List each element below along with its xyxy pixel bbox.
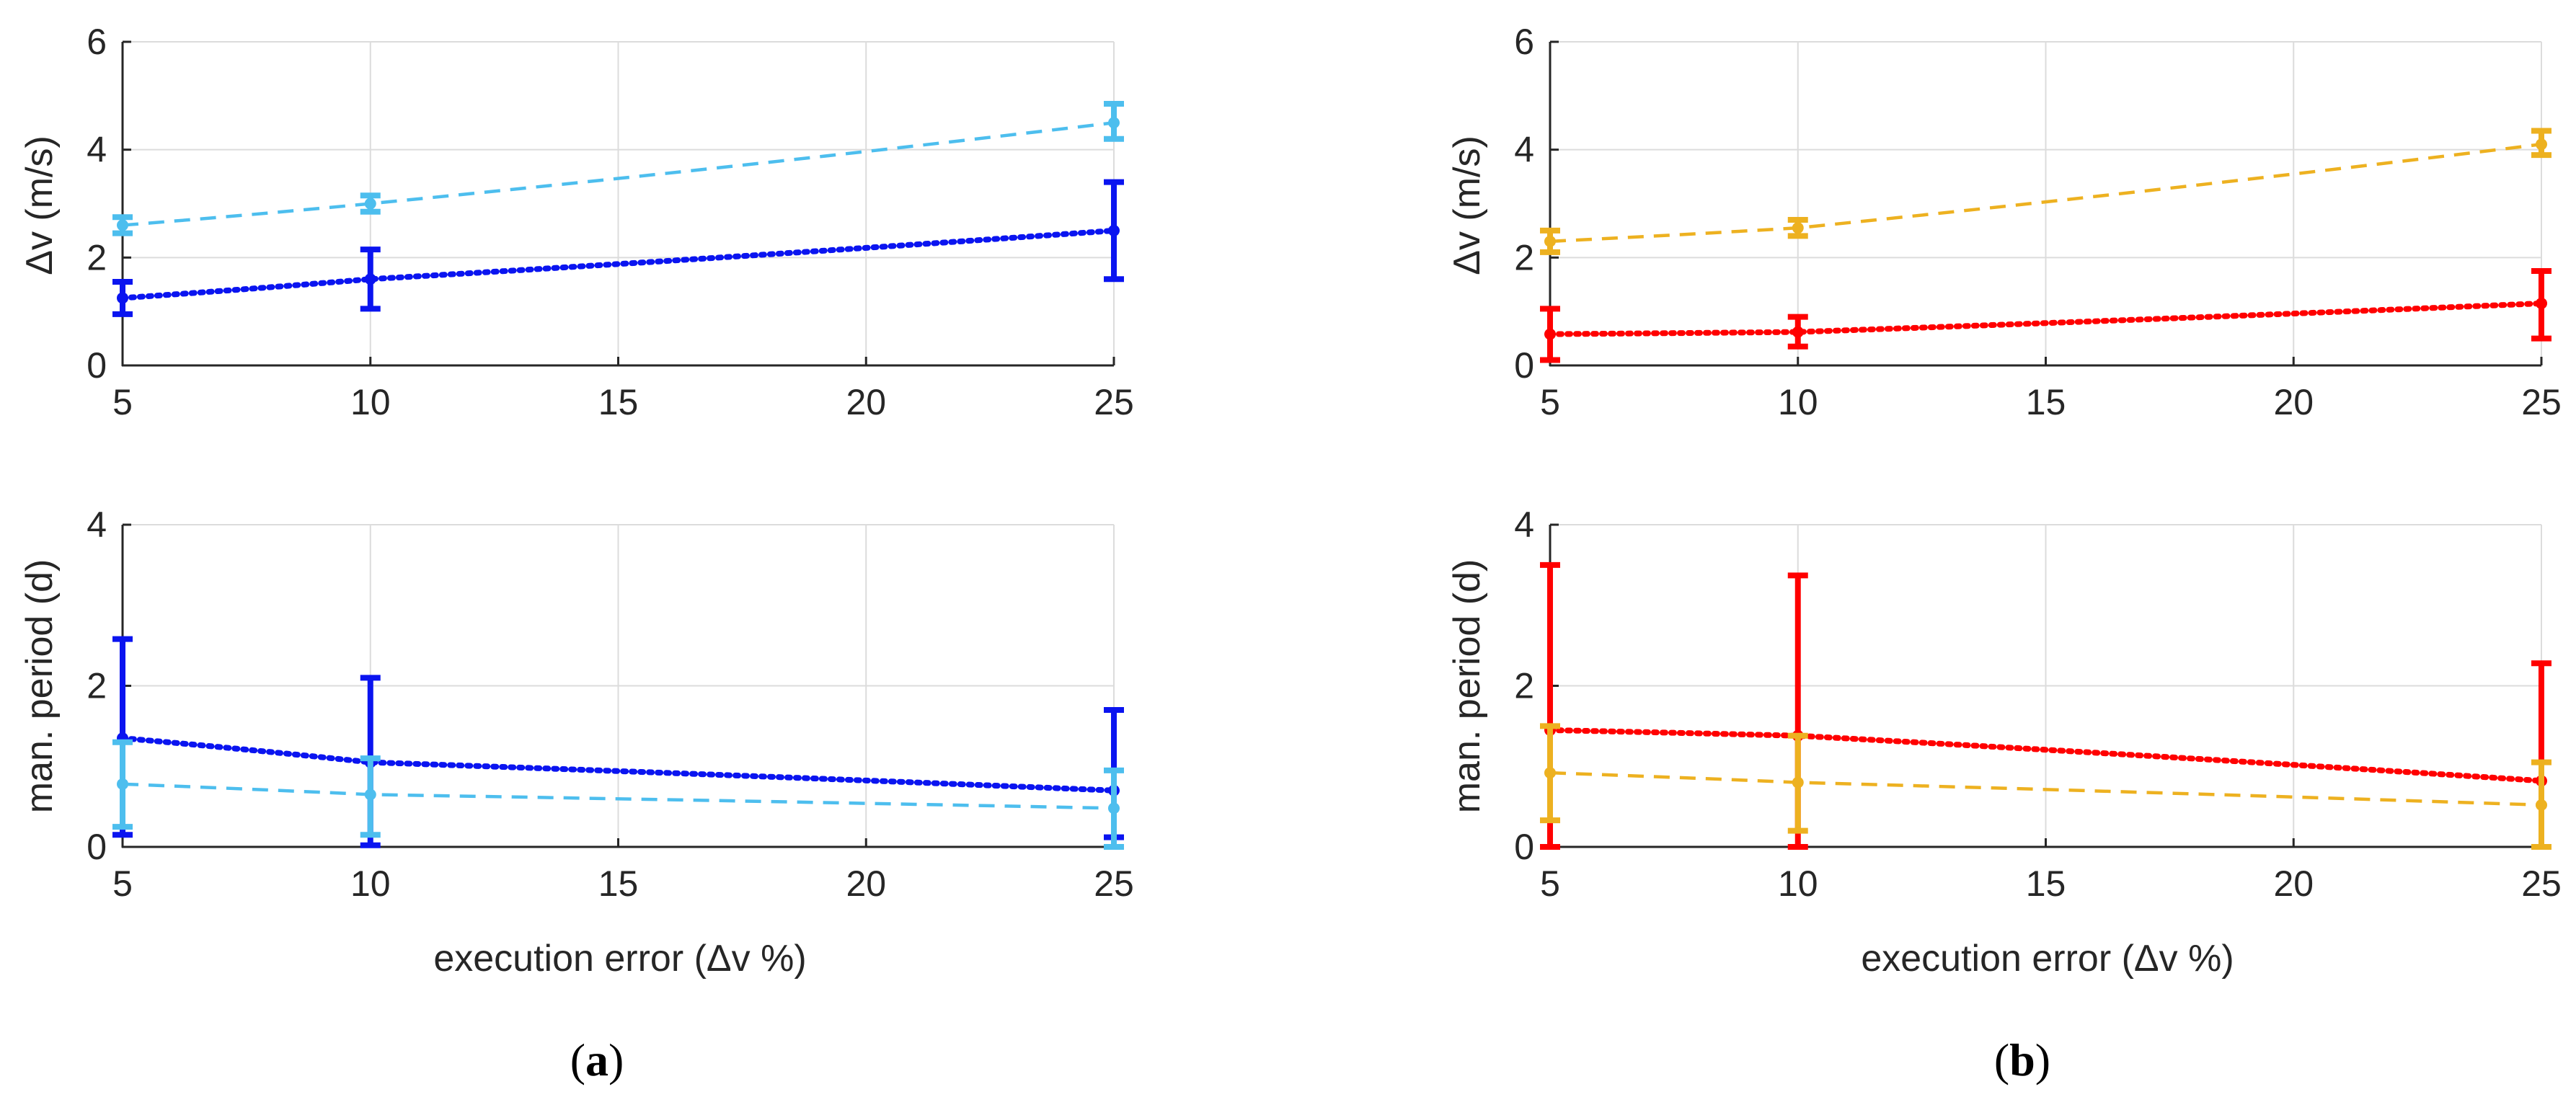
y-tick-label: 0	[87, 345, 107, 386]
series-line	[120, 735, 1117, 794]
y-tick-label: 2	[87, 237, 107, 277]
data-point	[364, 273, 376, 285]
data-point	[1108, 117, 1120, 129]
series-line	[120, 227, 1117, 301]
y-tick-label: 0	[1514, 345, 1534, 386]
x-tick-label: 10	[1778, 863, 1818, 904]
x-tick-label: 20	[846, 382, 886, 422]
y-tick-label: 6	[1514, 22, 1534, 62]
x-tick-label: 15	[598, 382, 639, 422]
chart-b-top: Δv (m/s) 5 10 15 20 25 0 2 4 6	[1446, 22, 2562, 422]
x-tick-label: 10	[350, 382, 391, 422]
chart-a-top: Δv (m/s) 5 10 15 20 25 0 2 4 6	[19, 22, 1134, 422]
y-tick-label: 2	[1514, 666, 1534, 706]
series-line	[1547, 300, 2544, 337]
y-axis-label: Δv (m/s)	[19, 136, 61, 275]
data-point	[117, 292, 128, 304]
chart-a-bottom: man. period (d) execution error (Δv %) 5…	[19, 505, 1134, 980]
series-orange	[1540, 723, 2551, 850]
x-tick-label: 15	[2026, 863, 2066, 904]
data-point	[1108, 224, 1120, 236]
data-point	[2536, 138, 2547, 151]
series-line	[1549, 770, 2542, 807]
series-orange	[1540, 128, 2551, 255]
series-dark-blue	[112, 179, 1124, 317]
chart-b-bottom: man. period (d) execution error (Δv %) 5…	[1446, 505, 2562, 980]
x-tick-label: 15	[2026, 382, 2066, 422]
x-tick-label: 5	[112, 382, 133, 422]
x-tick-label: 25	[1094, 382, 1134, 422]
series-light-blue	[112, 101, 1124, 236]
y-tick-label: 6	[87, 22, 107, 62]
data-point	[2536, 297, 2547, 309]
x-tick-label: 20	[2273, 382, 2314, 422]
data-point	[1792, 776, 1804, 789]
grid	[122, 41, 1115, 366]
y-tick-label: 4	[1514, 505, 1534, 545]
y-tick-label: 0	[1514, 827, 1534, 867]
x-tick-label: 20	[2273, 863, 2314, 904]
data-point	[1544, 235, 1556, 247]
x-tick-label: 25	[1094, 863, 1134, 904]
y-tick-label: 4	[87, 505, 107, 545]
x-tick-label: 25	[2521, 382, 2562, 422]
data-point	[117, 778, 128, 790]
x-tick-label: 5	[1540, 382, 1560, 422]
y-tick-label: 4	[87, 130, 107, 170]
x-tick-label: 15	[598, 863, 639, 904]
data-point	[364, 789, 376, 801]
data-point	[1544, 767, 1556, 779]
data-point	[1792, 326, 1804, 338]
x-axis-label: execution error (Δv %)	[433, 938, 806, 980]
y-tick-label: 4	[1514, 130, 1534, 170]
x-tick-label: 5	[112, 863, 133, 904]
data-point	[2536, 799, 2547, 811]
data-point	[364, 197, 376, 210]
y-tick-label: 2	[1514, 237, 1534, 277]
x-tick-label: 20	[846, 863, 886, 904]
series-light-blue	[112, 739, 1124, 850]
y-tick-label: 2	[87, 666, 107, 706]
y-axis-label: man. period (d)	[19, 559, 61, 814]
y-axis-label: Δv (m/s)	[1446, 136, 1488, 275]
series-line	[1547, 727, 2544, 784]
series-red	[1540, 268, 2551, 363]
data-point	[117, 219, 128, 231]
x-tick-label: 10	[1778, 382, 1818, 422]
y-tick-label: 0	[87, 827, 107, 867]
x-tick-label: 5	[1540, 863, 1560, 904]
series-line	[1549, 142, 2542, 244]
series-line	[122, 121, 1115, 227]
panel-label-b: (b)	[1994, 1034, 2050, 1085]
x-tick-label: 10	[350, 863, 391, 904]
panel-label-a: (a)	[570, 1034, 624, 1085]
series-line	[122, 782, 1115, 810]
data-point	[1544, 328, 1556, 340]
y-axis-label: man. period (d)	[1446, 559, 1488, 814]
data-point	[1792, 222, 1804, 234]
x-tick-label: 25	[2521, 863, 2562, 904]
grid	[1549, 41, 2542, 366]
x-axis-label: execution error (Δv %)	[1861, 938, 2234, 980]
data-point	[1108, 802, 1120, 814]
